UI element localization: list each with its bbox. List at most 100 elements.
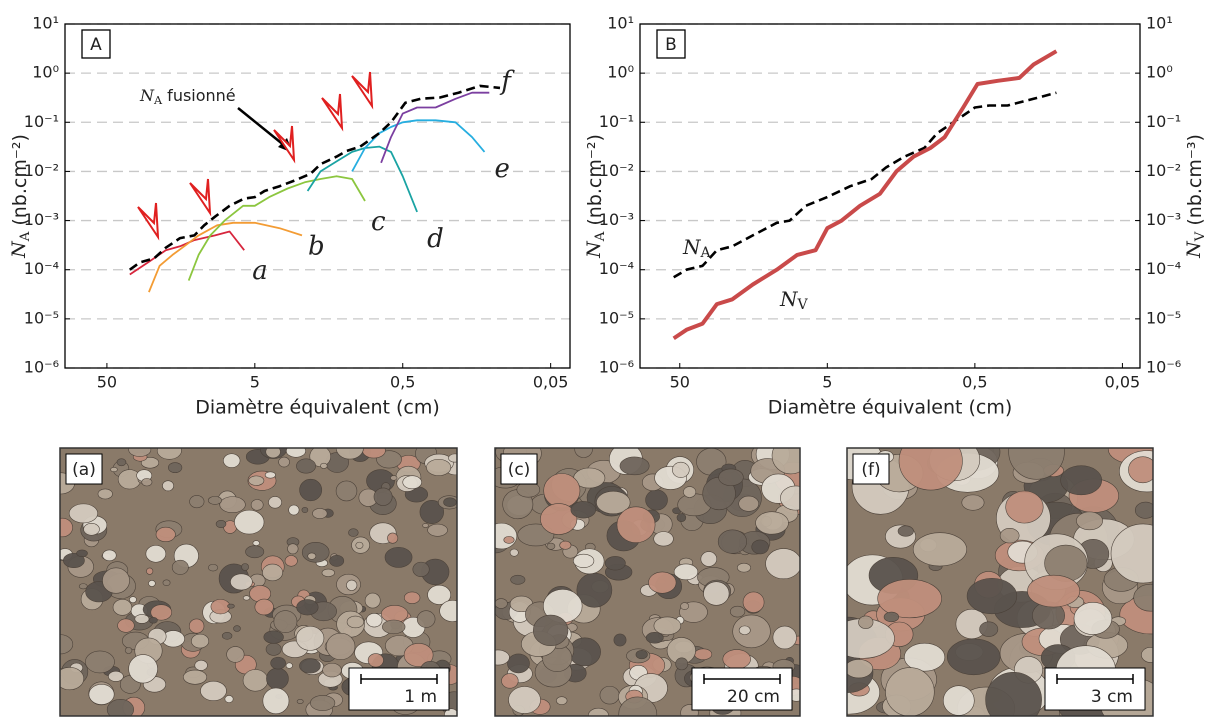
y-tick-label: 10⁻⁵ xyxy=(599,308,634,327)
y-tick-label: 10⁻² xyxy=(24,161,59,180)
stone xyxy=(364,592,381,609)
scale-box xyxy=(1044,667,1146,711)
stone xyxy=(207,496,222,505)
stone xyxy=(321,568,335,577)
stone xyxy=(738,625,751,635)
stone xyxy=(495,522,518,550)
stone xyxy=(320,462,328,469)
stone xyxy=(1060,465,1103,496)
stone xyxy=(898,448,963,491)
stone xyxy=(68,503,99,524)
x-axis-label: Diamètre équivalent (cm) xyxy=(195,397,440,419)
stone xyxy=(346,579,358,591)
series-line xyxy=(187,175,366,281)
y-tick-label: 10⁻⁵ xyxy=(24,308,59,327)
stone xyxy=(273,610,298,633)
stone xyxy=(128,448,152,457)
stone xyxy=(403,643,434,667)
stone xyxy=(501,673,519,689)
y-tick-label: 10⁻³ xyxy=(599,210,634,229)
stone xyxy=(604,556,626,571)
stone xyxy=(117,618,135,633)
stone xyxy=(736,562,751,573)
stone xyxy=(1027,574,1081,608)
stone xyxy=(188,618,205,634)
stone xyxy=(427,523,448,537)
y2-tick-label: 10⁻⁶ xyxy=(1146,358,1181,377)
stone xyxy=(858,615,874,629)
stone xyxy=(268,496,282,509)
stone xyxy=(883,611,900,623)
stone xyxy=(266,667,289,690)
series-line xyxy=(129,230,245,276)
stone xyxy=(672,461,690,478)
stone xyxy=(419,500,444,524)
panel-label: A xyxy=(90,35,102,55)
stone xyxy=(284,555,298,567)
stone xyxy=(683,486,697,498)
photo-label-box xyxy=(852,453,890,485)
stone xyxy=(262,563,283,582)
merge-marker xyxy=(137,202,160,241)
stone xyxy=(402,475,422,490)
stone xyxy=(653,531,674,547)
series-line xyxy=(129,84,501,271)
stone xyxy=(307,552,317,560)
y-tick-label: 10⁻¹ xyxy=(24,112,59,131)
stone xyxy=(495,598,508,609)
stone xyxy=(645,489,668,511)
stone xyxy=(226,646,245,663)
stone xyxy=(326,632,356,661)
stone xyxy=(507,653,530,674)
stone xyxy=(194,659,208,671)
stone xyxy=(150,604,173,621)
stone xyxy=(110,466,118,473)
y2-tick-label: 10⁻² xyxy=(1146,161,1181,180)
scale-bar xyxy=(360,674,438,684)
stone xyxy=(296,699,304,704)
stone xyxy=(346,615,365,629)
stone xyxy=(503,536,515,544)
stone xyxy=(427,584,452,605)
stone xyxy=(265,642,282,656)
stone xyxy=(167,462,183,474)
stone xyxy=(390,475,398,481)
stone xyxy=(722,649,751,670)
y-tick-label: 10⁻⁴ xyxy=(24,259,59,278)
stone xyxy=(241,563,249,571)
merge-marker xyxy=(273,125,296,164)
stone xyxy=(675,657,689,671)
stone xyxy=(426,458,452,476)
y2-tick-label: 10⁻³ xyxy=(1146,210,1181,229)
stone xyxy=(373,487,393,506)
stone xyxy=(224,695,234,703)
stone xyxy=(596,490,631,515)
merge-marker xyxy=(189,178,212,217)
stone xyxy=(1073,601,1113,635)
stone xyxy=(847,659,874,679)
series-line xyxy=(380,91,490,164)
y-tick-label: 10⁻⁴ xyxy=(599,259,634,278)
stone xyxy=(245,545,265,559)
stone xyxy=(387,532,399,544)
photo-label-box xyxy=(65,453,103,485)
stone xyxy=(134,614,150,624)
stone xyxy=(1076,511,1103,531)
stone xyxy=(278,456,290,468)
stone xyxy=(613,633,627,647)
stone xyxy=(694,648,713,661)
stone xyxy=(230,573,253,591)
stone xyxy=(877,578,942,619)
stone xyxy=(546,542,556,550)
stone xyxy=(248,475,265,486)
y2-tick-label: 10⁻⁵ xyxy=(1146,308,1181,327)
y2-tick-label: 10⁻¹ xyxy=(1146,112,1181,131)
stone xyxy=(88,683,115,705)
x-tick-label: 5 xyxy=(822,373,832,392)
stone xyxy=(140,457,160,469)
stone xyxy=(171,559,189,575)
stone xyxy=(510,574,526,585)
y2-tick-label: 10¹ xyxy=(1146,14,1173,33)
stone xyxy=(1133,583,1153,612)
